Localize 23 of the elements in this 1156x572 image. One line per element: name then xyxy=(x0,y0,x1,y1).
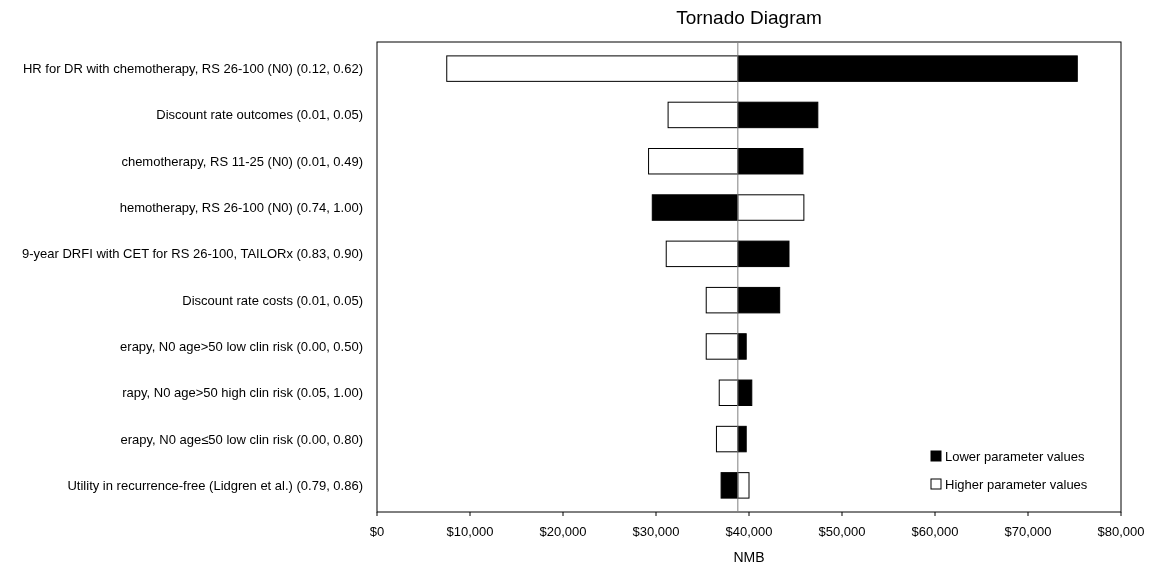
chart-title: Tornado Diagram xyxy=(676,7,822,28)
x-axis-title: NMB xyxy=(733,549,765,565)
x-tick-label: $30,000 xyxy=(632,524,680,539)
legend-label: Higher parameter values xyxy=(945,476,1088,492)
x-tick-label: $0 xyxy=(369,524,385,539)
x-tick-label: $40,000 xyxy=(725,524,773,539)
y-tick-label: erapy, N0 age≤50 low clin risk (0.00, 0.80) xyxy=(120,431,363,447)
y-tick-label: HR for DR with chemotherapy, RS 26-100 (N0) (0.12, 0.62) xyxy=(22,61,363,77)
y-tick-label: rapy, N0 age>50 high clin risk (0.05, 1.00) xyxy=(122,385,363,401)
y-tick-label: 9-year DRFI with CET for RS 26-100, TAILORx (0.83, 0.90) xyxy=(21,246,363,262)
y-tick-label: Discount rate outcomes (0.01, 0.05) xyxy=(156,107,363,123)
x-tick-label: $80,000 xyxy=(1097,524,1145,539)
x-tick-label: $60,000 xyxy=(911,524,959,539)
x-tick-label: $10,000 xyxy=(446,524,494,539)
x-tick-label: $70,000 xyxy=(1004,524,1052,539)
x-tick-label: $50,000 xyxy=(818,524,866,539)
y-tick-label: hemotherapy, RS 26-100 (N0) (0.74, 1.00) xyxy=(119,200,363,216)
legend-label: Lower parameter values xyxy=(945,448,1085,464)
y-tick-label: erapy, N0 age>50 low clin risk (0.00, 0.50) xyxy=(120,339,363,355)
x-tick-label: $20,000 xyxy=(539,524,587,539)
y-tick-label: Utility in recurrence-free (Lidgren et al.) (0.79, 0.86) xyxy=(67,477,363,493)
y-tick-label: chemotherapy, RS 11-25 (N0) (0.01, 0.49) xyxy=(121,153,363,169)
y-tick-label: Discount rate costs (0.01, 0.05) xyxy=(182,292,363,308)
